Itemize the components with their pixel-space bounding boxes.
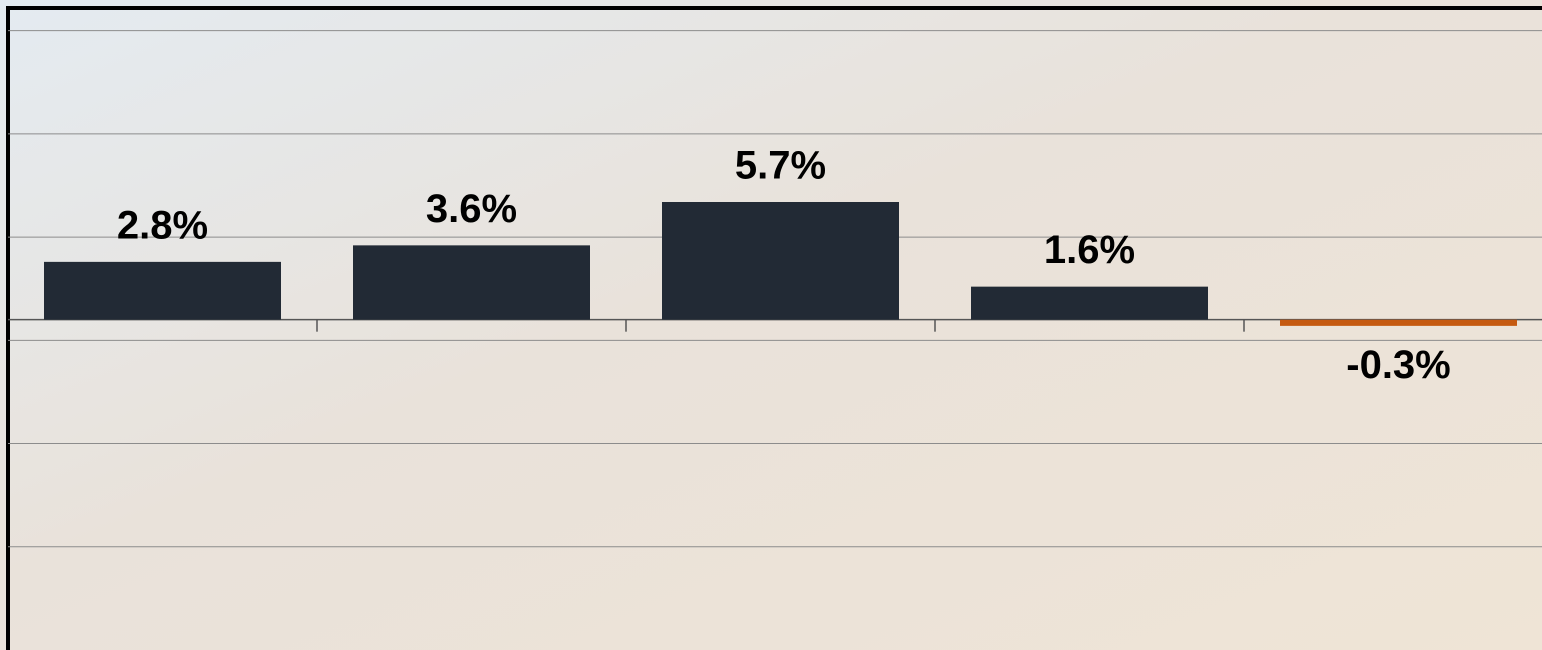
bar	[971, 287, 1208, 320]
value-label: 1.6%	[1044, 228, 1135, 272]
bar	[662, 202, 899, 320]
chart: 2.8% 3.6% 5.7% 1.6% -0.3%	[0, 0, 1542, 650]
bar	[1280, 320, 1517, 326]
value-label: -0.3%	[1346, 343, 1451, 387]
value-label: 2.8%	[117, 203, 208, 247]
bar	[353, 245, 590, 319]
bar	[44, 262, 281, 320]
value-label: 5.7%	[735, 144, 826, 188]
value-label: 3.6%	[426, 187, 517, 231]
page: 2.8%3.6%5.7%1.6%-0.3% (() => { const dat…	[0, 0, 1542, 650]
